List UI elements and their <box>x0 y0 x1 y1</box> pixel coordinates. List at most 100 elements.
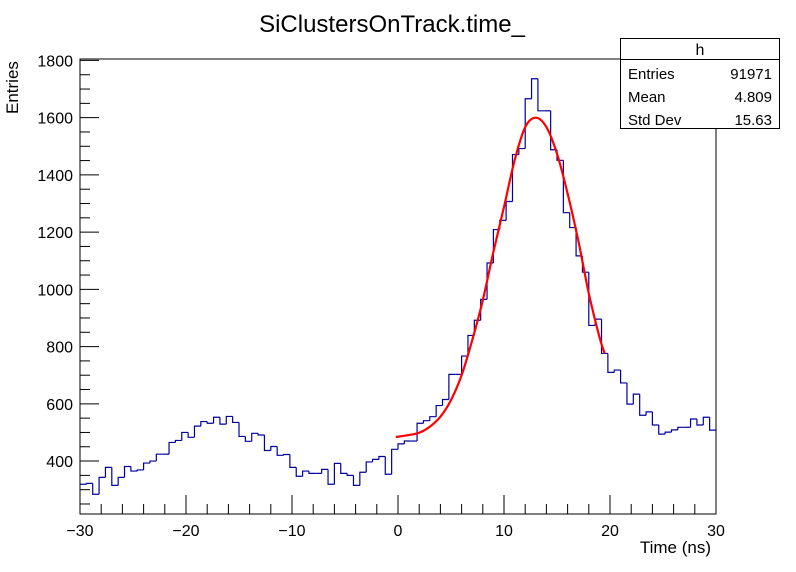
histogram-bin <box>212 416 220 424</box>
histogram-bin <box>658 425 666 435</box>
histogram-bin <box>136 469 144 472</box>
stats-value-entries: 91971 <box>730 66 772 83</box>
histogram-bin <box>282 453 290 456</box>
histogram-bin <box>422 420 430 424</box>
y-tick-label: 400 <box>46 454 73 471</box>
histogram-bin <box>238 422 246 438</box>
histogram-bin <box>467 334 475 357</box>
histogram-bin <box>441 398 449 406</box>
x-tick-label: 20 <box>601 523 619 540</box>
histogram-bin <box>340 463 348 474</box>
histogram-bin <box>117 476 125 486</box>
histogram-bin <box>702 416 710 426</box>
histogram-bin <box>187 432 195 438</box>
fit-curve-group <box>395 116 606 438</box>
histogram-bin <box>384 456 392 475</box>
histogram-bin <box>365 461 373 473</box>
histogram-bin <box>645 411 653 416</box>
histogram-bin <box>537 78 545 112</box>
x-tick-label: 30 <box>707 523 725 540</box>
histogram-bin <box>397 443 405 450</box>
x-axis-label: Time (ns) <box>640 538 711 557</box>
x-tick-label: −20 <box>172 523 199 540</box>
histogram-bin <box>480 298 488 321</box>
y-tick-label: 1200 <box>37 225 73 242</box>
histogram-bin <box>391 448 398 475</box>
x-tick-label: −10 <box>278 523 305 540</box>
stats-label-stddev: Std Dev <box>628 112 682 129</box>
histogram-bin <box>193 425 201 438</box>
histogram-bin <box>149 460 157 464</box>
histogram-bin <box>263 435 271 452</box>
histogram-bin <box>448 373 456 400</box>
histogram-bin <box>352 475 360 486</box>
histogram-bin <box>98 476 106 495</box>
histogram-bin <box>371 458 379 462</box>
histogram-bin <box>626 382 634 405</box>
histogram-bin <box>257 433 265 436</box>
histogram-bin <box>664 431 672 435</box>
histogram-bin <box>276 446 284 456</box>
histogram-bin <box>232 416 239 424</box>
histogram-bin <box>505 200 513 221</box>
histogram-bin <box>289 454 297 468</box>
histogram-bin <box>435 404 443 417</box>
y-tick-label: 1600 <box>37 111 73 128</box>
stats-title: h <box>696 42 705 59</box>
histogram-bin <box>607 353 615 373</box>
histogram-bin <box>524 98 532 149</box>
histogram-bin <box>206 421 214 424</box>
histogram-bin <box>689 418 697 428</box>
histogram-bin <box>244 436 252 442</box>
histogram-bin <box>308 471 316 474</box>
y-tick-label: 800 <box>46 340 73 357</box>
histogram-bin <box>429 416 437 421</box>
chart-title: SiClustersOnTrack.time_ <box>259 11 525 38</box>
histogram-bin <box>359 471 367 486</box>
x-tick-label: −30 <box>66 523 93 540</box>
x-tick-label: 10 <box>495 523 513 540</box>
histogram-bin <box>620 370 627 384</box>
histogram-bin <box>651 411 659 426</box>
stats-value-mean: 4.809 <box>734 89 772 106</box>
histogram-bin <box>251 432 259 442</box>
histogram-bin <box>327 469 335 485</box>
histogram-bin <box>92 483 100 495</box>
histogram-bin <box>155 453 163 462</box>
y-tick-label: 1800 <box>37 53 73 70</box>
histogram-bin <box>530 78 538 99</box>
histogram-bin <box>270 445 278 451</box>
stats-value-stddev: 15.63 <box>734 112 772 129</box>
histogram-bin <box>174 439 182 443</box>
histogram <box>80 78 716 495</box>
histogram-bin <box>200 420 208 427</box>
histogram-bin <box>696 418 704 426</box>
histogram-bin <box>130 466 138 472</box>
histogram-bin <box>670 429 678 433</box>
histogram-bin <box>346 473 354 476</box>
histogram-bin <box>219 417 227 425</box>
x-tick-label: 0 <box>394 523 403 540</box>
histogram-bin <box>143 462 150 470</box>
axis-ticks: −30 −20 −10 0 10 20 30 400 600 800 1000 1200 1400 160… <box>37 53 725 540</box>
histogram-bin <box>378 455 386 460</box>
histogram-bin <box>461 355 468 375</box>
plot-frame <box>79 58 717 515</box>
histogram-bin <box>600 319 608 355</box>
histogram-bin <box>416 422 424 442</box>
histogram-bin <box>181 431 189 441</box>
y-tick-label: 1000 <box>37 282 73 299</box>
stats-box: h Entries 91971 Mean 4.809 Std Dev 15.63 <box>620 38 780 129</box>
histogram-bin <box>104 466 112 478</box>
histogram-bin <box>677 426 685 430</box>
histogram-bin <box>295 467 303 477</box>
histogram-bin <box>321 468 329 474</box>
histogram-bin <box>302 470 309 477</box>
histogram-bin <box>632 393 640 405</box>
histogram-bin <box>111 467 119 486</box>
histogram-bin <box>168 441 176 455</box>
fit-curve <box>395 116 606 438</box>
histogram-bin <box>709 417 716 431</box>
y-tick-label: 600 <box>46 397 73 414</box>
